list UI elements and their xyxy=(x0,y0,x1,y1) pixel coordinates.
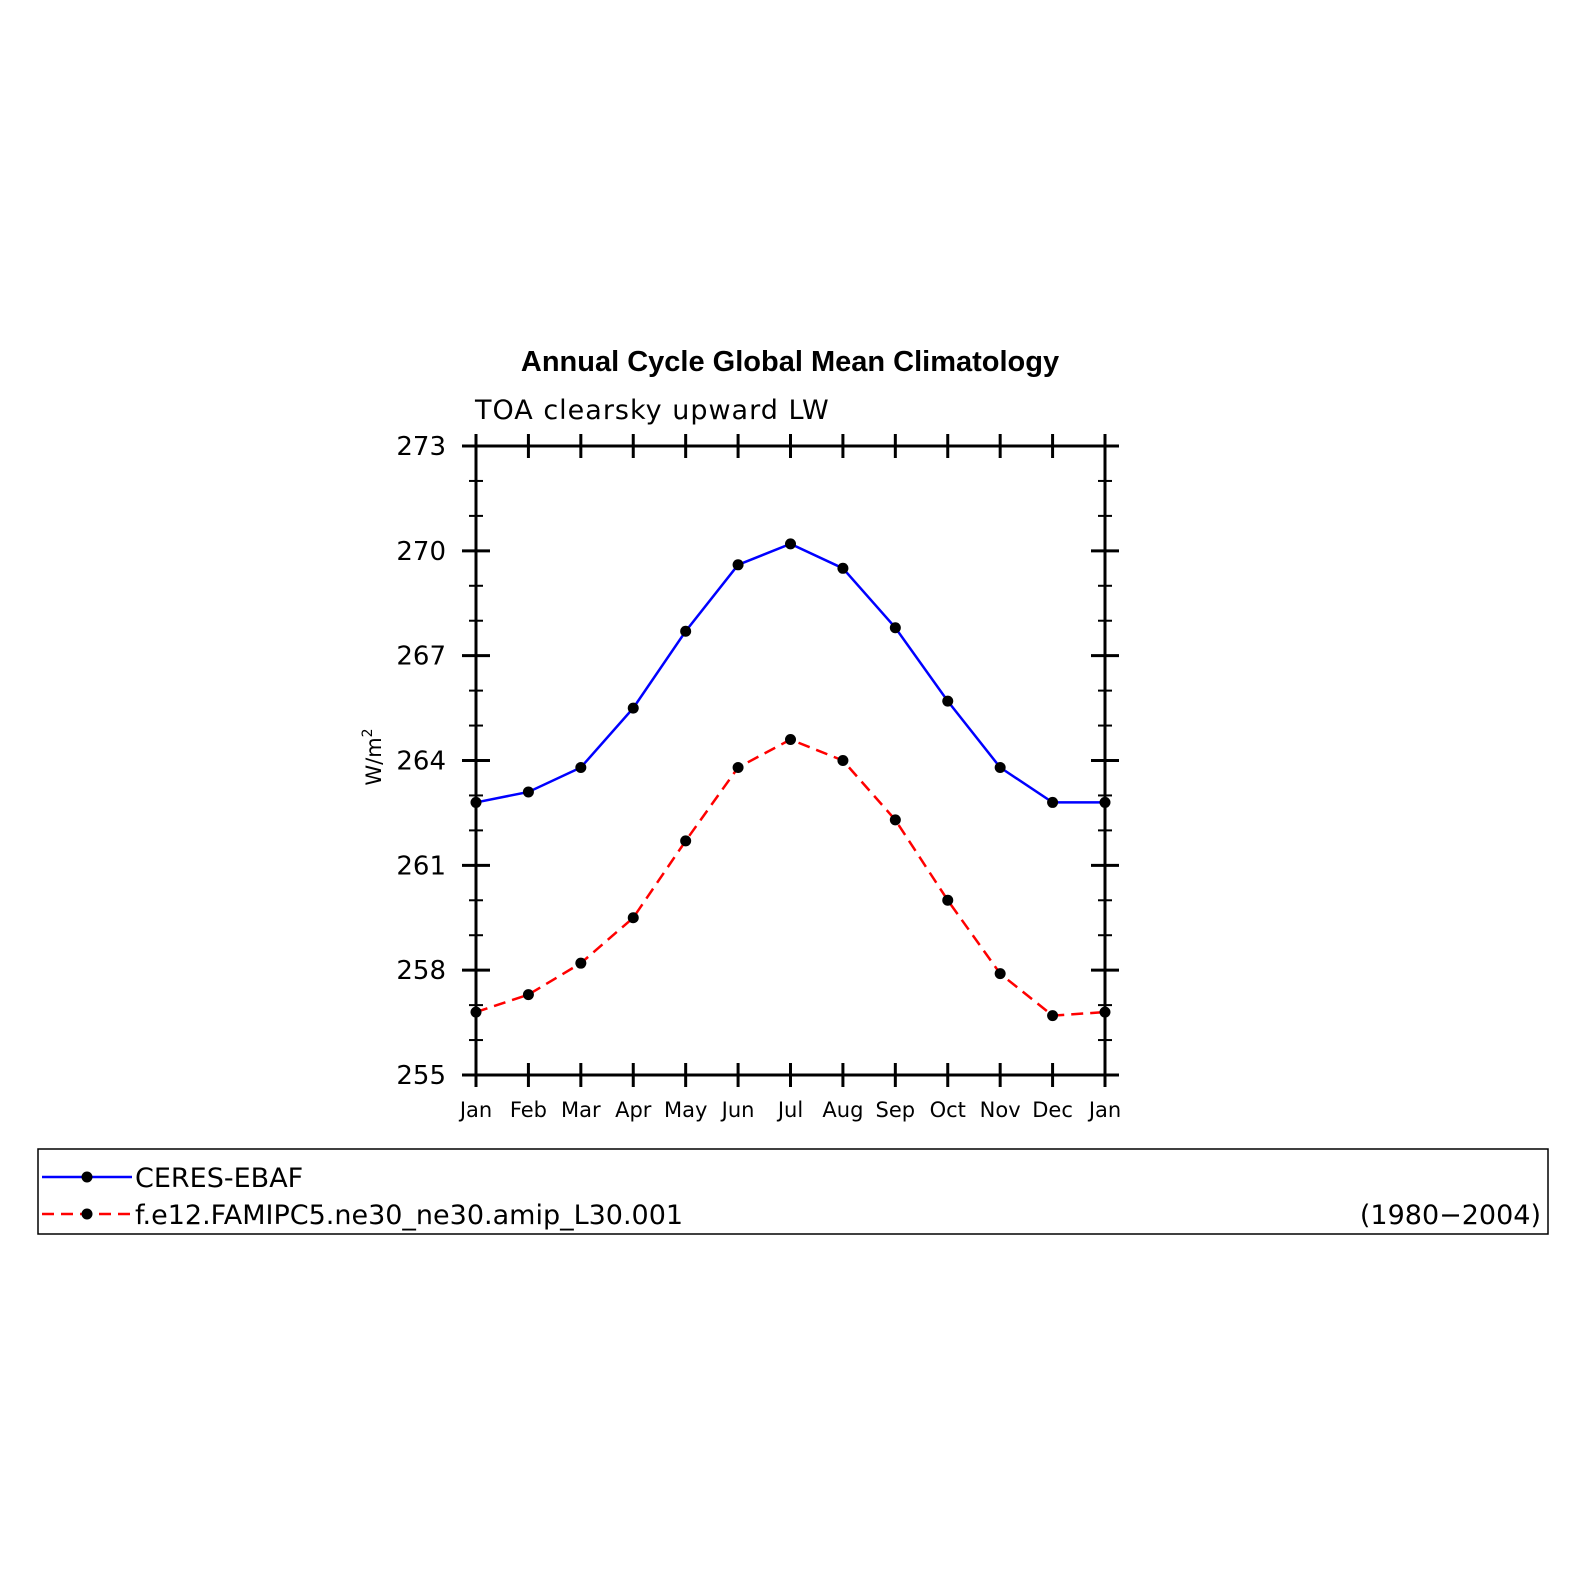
data-point-0 xyxy=(785,538,796,550)
x-tick-label: Mar xyxy=(561,1098,601,1122)
y-axis-label: W/m2 xyxy=(360,728,386,785)
x-tick-label: Sep xyxy=(876,1098,916,1122)
x-tick-label: Oct xyxy=(930,1098,966,1122)
y-tick-label: 270 xyxy=(396,537,446,567)
plot-area: Jan Feb Mar Apr May Jun Jul Aug Sep Oct Nov Dec Jan 2… xyxy=(396,432,1121,1122)
data-point-0 xyxy=(837,562,849,574)
data-point-0 xyxy=(732,559,744,571)
x-tick-label: May xyxy=(664,1098,707,1122)
data-point-1 xyxy=(1047,1010,1059,1022)
x-tick-label: Jun xyxy=(720,1098,755,1122)
data-point-1 xyxy=(732,761,744,773)
legend-period-note: (1980−2004) xyxy=(1360,1200,1541,1231)
y-axis-label-superscript: 2 xyxy=(360,728,376,737)
y-tick-label: 273 xyxy=(396,432,446,462)
data-point-1 xyxy=(575,957,587,969)
legend-marker-1 xyxy=(81,1208,93,1220)
data-point-1 xyxy=(889,814,901,826)
x-tick-label: Nov xyxy=(980,1098,1021,1122)
data-point-0 xyxy=(470,796,482,808)
data-point-0 xyxy=(1047,796,1059,808)
data-point-0 xyxy=(575,761,587,773)
y-tick-label: 255 xyxy=(396,1061,446,1091)
data-point-1 xyxy=(837,755,849,766)
x-tick-label: Aug xyxy=(822,1098,863,1122)
data-point-0 xyxy=(994,761,1006,773)
legend-marker-0 xyxy=(81,1171,93,1183)
data-point-1 xyxy=(627,912,639,924)
chart-title: Annual Cycle Global Mean Climatology xyxy=(521,346,1059,378)
data-point-0 xyxy=(680,625,692,637)
y-tick-label: 264 xyxy=(396,747,446,777)
x-tick-label: Apr xyxy=(615,1098,652,1122)
data-point-0 xyxy=(1099,796,1111,808)
legend-box xyxy=(37,1148,1549,1235)
data-point-1 xyxy=(470,1006,482,1018)
data-point-1 xyxy=(785,734,796,746)
legend: CERES-EBAF f.e12.FAMIPC5.ne30_ne30.amip_L… xyxy=(37,1148,1549,1235)
x-tick-label: Jan xyxy=(1087,1098,1121,1122)
y-tick-label: 261 xyxy=(396,851,446,881)
data-point-1 xyxy=(994,968,1006,980)
x-tick-label: Jan xyxy=(458,1098,492,1122)
data-point-1 xyxy=(680,835,692,847)
series-line-1 xyxy=(475,738,1106,1017)
x-tick-label: Feb xyxy=(510,1098,547,1122)
y-axis-label-unit: W/m xyxy=(362,737,386,785)
data-point-0 xyxy=(522,786,534,798)
data-point-1 xyxy=(522,989,534,1001)
data-point-1 xyxy=(1099,1006,1111,1018)
data-point-0 xyxy=(627,702,639,714)
data-point-0 xyxy=(942,695,954,707)
legend-label-1: f.e12.FAMIPC5.ne30_ne30.amip_L30.001 xyxy=(135,1200,683,1231)
data-point-1 xyxy=(942,894,954,906)
y-tick-label: 267 xyxy=(396,642,446,672)
legend-label-0: CERES-EBAF xyxy=(135,1163,303,1194)
chart-subtitle: TOA clearsky upward LW xyxy=(474,395,830,426)
x-tick-label: Jul xyxy=(776,1098,803,1122)
x-tick-label: Dec xyxy=(1032,1098,1073,1122)
series-line-0 xyxy=(475,542,1105,804)
y-tick-label: 258 xyxy=(396,956,446,986)
data-point-0 xyxy=(889,622,901,634)
